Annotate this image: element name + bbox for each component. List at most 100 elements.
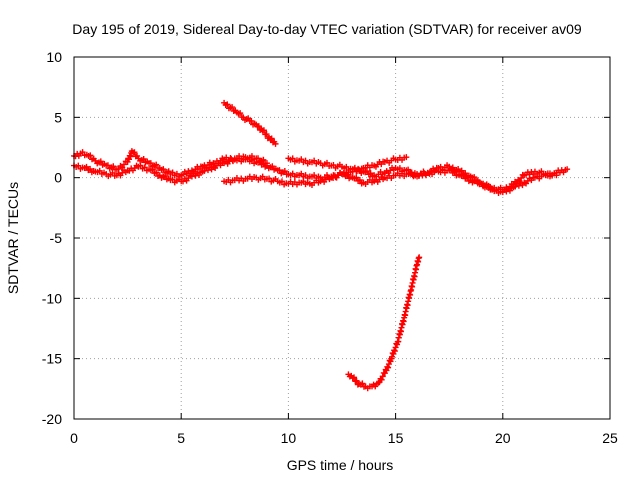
- x-tick-label: 5: [177, 430, 185, 446]
- data-point: [343, 163, 350, 170]
- data-point: [110, 163, 117, 170]
- data-point: [229, 104, 236, 111]
- data-point: [391, 348, 398, 355]
- data-point: [255, 123, 262, 130]
- data-point: [255, 155, 262, 162]
- series-arc-high: [221, 99, 279, 147]
- data-point: [278, 178, 285, 185]
- grid-lines: [74, 57, 610, 419]
- data-point: [378, 376, 385, 383]
- data-point: [140, 155, 147, 162]
- data-point: [237, 110, 244, 117]
- tick-labels: 0 5 10 15 20 25 -20 -15 -10 -5 0 5 10: [42, 49, 618, 446]
- data-point: [79, 149, 86, 156]
- data-point: [260, 127, 267, 134]
- data-point: [263, 131, 270, 138]
- data-point: [160, 166, 167, 173]
- data-point: [471, 174, 478, 181]
- axis-ticks: [73, 56, 611, 420]
- data-point: [248, 117, 255, 124]
- data-points: [71, 99, 571, 392]
- x-tick-label: 25: [602, 430, 618, 446]
- data-point: [141, 164, 148, 171]
- data-point: [513, 180, 520, 187]
- data-point: [87, 165, 94, 172]
- data-point: [87, 152, 94, 159]
- chart-title: Day 195 of 2019, Sidereal Day-to-day VTE…: [72, 21, 582, 37]
- data-point: [387, 358, 394, 365]
- data-point: [344, 171, 351, 178]
- data-point: [353, 377, 360, 384]
- data-point: [405, 166, 412, 173]
- data-point: [518, 175, 525, 182]
- data-point: [394, 341, 401, 348]
- data-point: [351, 164, 358, 171]
- data-point: [75, 162, 82, 169]
- data-point: [375, 379, 382, 386]
- data-point: [83, 163, 90, 170]
- data-point: [538, 168, 545, 175]
- data-point: [553, 172, 560, 179]
- data-point: [356, 176, 363, 183]
- data-point: [272, 140, 279, 147]
- data-point: [403, 154, 410, 161]
- data-point: [104, 162, 111, 169]
- data-point: [96, 167, 103, 174]
- x-tick-label: 20: [495, 430, 511, 446]
- y-tick-label: -20: [42, 411, 62, 427]
- data-point: [269, 163, 276, 170]
- data-point: [260, 156, 267, 163]
- data-point: [266, 175, 273, 182]
- data-point: [224, 101, 231, 108]
- data-point: [416, 254, 423, 261]
- data-point: [147, 160, 154, 167]
- data-point: [119, 164, 126, 171]
- data-point: [462, 170, 469, 177]
- data-point: [153, 161, 160, 168]
- data-point: [351, 374, 358, 381]
- x-tick-label: 15: [388, 430, 404, 446]
- series-arc-low: [221, 166, 571, 196]
- x-tick-label: 10: [281, 430, 297, 446]
- data-point: [364, 168, 371, 175]
- series-arc-main-b: [71, 148, 270, 180]
- series-arc-upper: [285, 155, 560, 194]
- x-axis-label: GPS time / hours: [287, 457, 394, 473]
- x-tick-label: 0: [70, 430, 78, 446]
- y-tick-label: 10: [46, 49, 62, 65]
- data-point: [379, 373, 386, 380]
- data-point: [289, 155, 296, 162]
- data-point: [115, 165, 122, 172]
- data-point: [131, 149, 138, 156]
- data-point: [127, 153, 134, 160]
- y-tick-label: -10: [42, 290, 62, 306]
- data-point: [121, 161, 128, 168]
- data-point: [353, 174, 360, 181]
- y-tick-label: 0: [54, 170, 62, 186]
- data-point: [276, 167, 283, 174]
- y-tick-label: -5: [50, 230, 63, 246]
- data-point: [449, 164, 456, 171]
- data-point: [356, 166, 363, 173]
- y-axis-label: SDTVAR / TECUs: [5, 182, 21, 294]
- data-point: [564, 166, 571, 173]
- data-point: [385, 364, 392, 371]
- data-point: [474, 177, 481, 184]
- data-point: [396, 165, 403, 172]
- data-point: [281, 168, 288, 175]
- y-tick-label: 5: [54, 109, 62, 125]
- data-point: [510, 181, 517, 188]
- data-point: [359, 380, 366, 387]
- series-arc-dip: [345, 254, 423, 392]
- data-point: [263, 160, 270, 167]
- data-point: [408, 169, 415, 176]
- data-point: [483, 181, 490, 188]
- data-point: [153, 169, 160, 176]
- data-point: [323, 159, 330, 166]
- data-point: [268, 135, 275, 142]
- data-point: [97, 158, 104, 165]
- y-tick-label: -15: [42, 351, 62, 367]
- data-point: [458, 167, 465, 174]
- data-point: [367, 170, 374, 177]
